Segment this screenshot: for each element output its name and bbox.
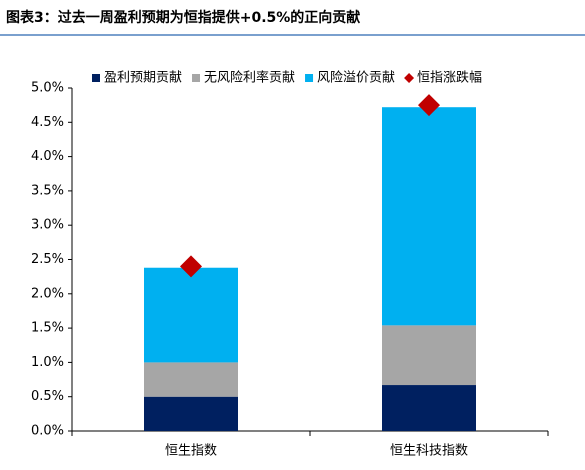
bar: [144, 362, 238, 397]
x-tick-label: 恒生指数: [165, 444, 217, 459]
diamond-marker: [418, 94, 440, 117]
y-tick-label: 1.0%: [31, 355, 64, 370]
x-tick-label: 恒生科技指数: [390, 444, 468, 459]
bar: [382, 107, 476, 326]
bar: [382, 325, 476, 386]
legend-label: 风险溢价贡献: [317, 71, 395, 86]
diamond-marker: [180, 255, 202, 278]
legend-swatch: [305, 74, 314, 82]
y-tick-label: 0.0%: [31, 424, 64, 439]
y-tick-label: 2.5%: [31, 252, 64, 267]
legend-label: 恒指涨跌幅: [417, 70, 482, 86]
y-tick-label: 1.5%: [31, 321, 64, 336]
y-tick-label: 2.0%: [31, 286, 64, 301]
chart-title: 图表3：过去一周盈利预期为恒指提供+0.5%的正向贡献: [6, 9, 360, 26]
y-tick-label: 3.5%: [31, 183, 64, 198]
bar: [144, 396, 238, 431]
bar: [144, 267, 238, 363]
y-tick-label: 5.0%: [31, 81, 64, 96]
y-tick-label: 4.5%: [31, 115, 64, 130]
y-tick-label: 4.0%: [31, 149, 64, 164]
legend-label: 无风险利率贡献: [204, 70, 295, 86]
y-tick-label: 3.0%: [31, 218, 64, 233]
legend-swatch: [92, 74, 100, 82]
bar: [382, 385, 476, 431]
legend-swatch: [192, 74, 201, 82]
y-tick-label: 0.5%: [31, 389, 64, 404]
legend-label: 盈利预期贡献: [104, 71, 182, 86]
legend-swatch: [404, 73, 415, 83]
